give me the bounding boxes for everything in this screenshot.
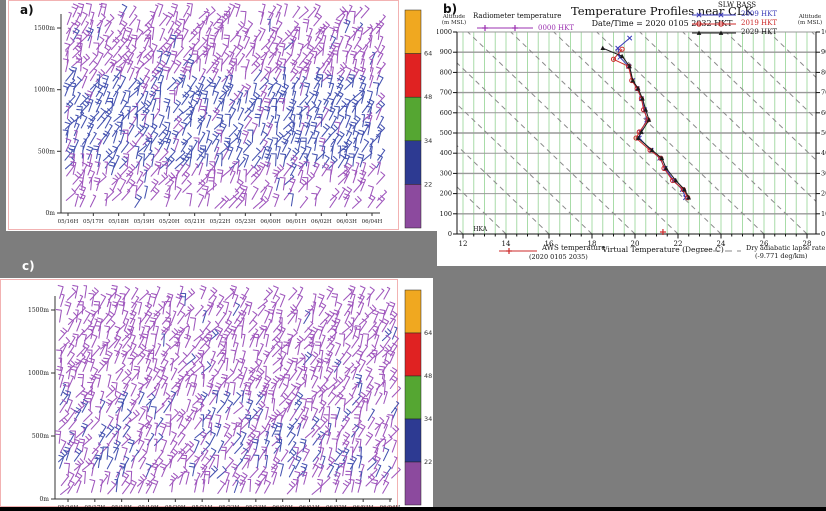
- svg-text:500m: 500m: [38, 148, 55, 155]
- svg-text:05/22H: 05/22H: [210, 219, 231, 225]
- panel-b-subtitle: Date/Time = 2020 0105 2032 HKT: [591, 19, 733, 28]
- svg-text:600: 600: [440, 109, 452, 117]
- svg-text:05/17H: 05/17H: [83, 219, 104, 225]
- svg-text:0: 0: [821, 230, 825, 238]
- svg-text:600: 600: [821, 109, 826, 117]
- svg-text:34: 34: [424, 415, 432, 423]
- svg-text:05/16H: 05/16H: [58, 219, 79, 225]
- right-axis-title: Altitude (m MSL): [797, 14, 823, 26]
- rass-legend-line-2029: [692, 30, 736, 35]
- svg-text:900: 900: [821, 48, 826, 56]
- svg-text:16: 16: [545, 240, 554, 248]
- svg-text:06/02H: 06/02H: [311, 219, 332, 225]
- svg-text:34: 34: [424, 137, 432, 145]
- svg-text:700: 700: [440, 89, 452, 97]
- svg-text:64: 64: [424, 329, 432, 337]
- svg-text:900: 900: [440, 48, 452, 56]
- panel-b-profile-plot: 0 0 100 100 200 200 300 300 400 400 500 500 600 600 70…: [437, 28, 826, 248]
- svg-text:HKA: HKA: [473, 226, 487, 233]
- radiometer-legend-time: 0000 HKT: [538, 24, 575, 32]
- svg-text:300: 300: [440, 169, 452, 177]
- svg-text:64: 64: [424, 50, 432, 58]
- svg-text:700: 700: [821, 89, 826, 97]
- panel-c-wind-barb-plot: 1500m1000m500m0m05/16H05/17H05/18H05/19H…: [0, 279, 432, 509]
- aws-legend-name: AWS temperature: [542, 244, 606, 252]
- rass-legend-label-2019: 2019 HKT: [741, 19, 778, 27]
- x-axis-title: Virtual Temperature (Degree C): [602, 245, 724, 254]
- svg-text:0: 0: [448, 230, 452, 238]
- svg-text:1000m: 1000m: [28, 370, 49, 377]
- panel-a-label: a): [20, 3, 34, 17]
- svg-text:12: 12: [459, 240, 468, 248]
- svg-text:14: 14: [502, 240, 511, 248]
- svg-text:26: 26: [760, 240, 769, 248]
- svg-text:22: 22: [424, 458, 432, 466]
- bottom-border: [0, 507, 826, 511]
- svg-text:1500m: 1500m: [28, 307, 49, 314]
- svg-text:500: 500: [440, 129, 452, 137]
- left-axis-title: Altitude (m MSL): [441, 14, 467, 26]
- panel-b-label: b): [443, 2, 458, 16]
- svg-text:48: 48: [424, 372, 432, 380]
- svg-text:24: 24: [717, 240, 726, 248]
- svg-text:1000: 1000: [821, 28, 826, 36]
- svg-text:200: 200: [440, 190, 452, 198]
- adiabat-legend-value: (-9.771 deg/km): [755, 252, 808, 260]
- svg-text:0m: 0m: [39, 496, 49, 503]
- svg-text:0m: 0m: [45, 210, 55, 217]
- aws-legend-time: (2020 0105 2035): [529, 253, 588, 261]
- svg-text:28: 28: [803, 240, 812, 248]
- svg-text:800: 800: [821, 68, 826, 76]
- svg-text:20: 20: [631, 240, 640, 248]
- svg-text:22: 22: [424, 180, 432, 188]
- svg-text:800: 800: [440, 68, 452, 76]
- rass-legend-line-2019: [692, 21, 736, 27]
- svg-text:500m: 500m: [32, 433, 49, 440]
- svg-text:200: 200: [821, 190, 826, 198]
- svg-text:05/21H: 05/21H: [184, 219, 205, 225]
- rass-legend-label-2029: 2029 HKT: [741, 28, 778, 36]
- rass-legend-line-2009: [692, 12, 736, 18]
- svg-text:18: 18: [588, 240, 597, 248]
- svg-text:1500m: 1500m: [34, 25, 55, 32]
- svg-text:22: 22: [674, 240, 683, 248]
- aws-legend-line: [499, 248, 537, 254]
- svg-text:06/04H: 06/04H: [362, 219, 383, 225]
- svg-text:05/20H: 05/20H: [159, 219, 180, 225]
- panel-a: a) 1500m 1000m 500m 0m 05/16H 05/17H 05/18H 05/…: [6, 0, 437, 231]
- svg-text:100: 100: [821, 210, 826, 218]
- svg-text:06/03H: 06/03H: [336, 219, 357, 225]
- rass-legend-label-2009: 2009 HKT: [741, 10, 778, 18]
- rass-legend-title: SLW RASS: [718, 1, 757, 9]
- adiabat-legend-name: Dry adiabatic lapse rate: [746, 244, 826, 252]
- panel-b: 0 0 100 100 200 200 300 300 400 400 500 500 600 600 70…: [437, 0, 826, 266]
- svg-text:1000: 1000: [437, 28, 452, 36]
- svg-text:05/19H: 05/19H: [134, 219, 155, 225]
- svg-text:1000m: 1000m: [34, 87, 55, 94]
- svg-text:48: 48: [424, 93, 432, 101]
- svg-text:400: 400: [440, 149, 452, 157]
- radiometer-legend-line: [477, 25, 533, 31]
- panel-c-label: c): [22, 259, 35, 273]
- svg-text:05/18H: 05/18H: [108, 219, 129, 225]
- svg-text:300: 300: [821, 169, 826, 177]
- svg-text:100: 100: [440, 210, 452, 218]
- svg-text:05/23H: 05/23H: [235, 219, 256, 225]
- radiometer-legend-name: Radiometer temperature: [473, 12, 562, 20]
- svg-text:06/00H: 06/00H: [260, 219, 281, 225]
- svg-text:500: 500: [821, 129, 826, 137]
- panel-c: 1500m1000m500m0m05/16H05/17H05/18H05/19H…: [0, 278, 433, 509]
- svg-text:06/01H: 06/01H: [286, 219, 307, 225]
- adiabat-legend-line: [701, 250, 741, 252]
- svg-text:400: 400: [821, 149, 826, 157]
